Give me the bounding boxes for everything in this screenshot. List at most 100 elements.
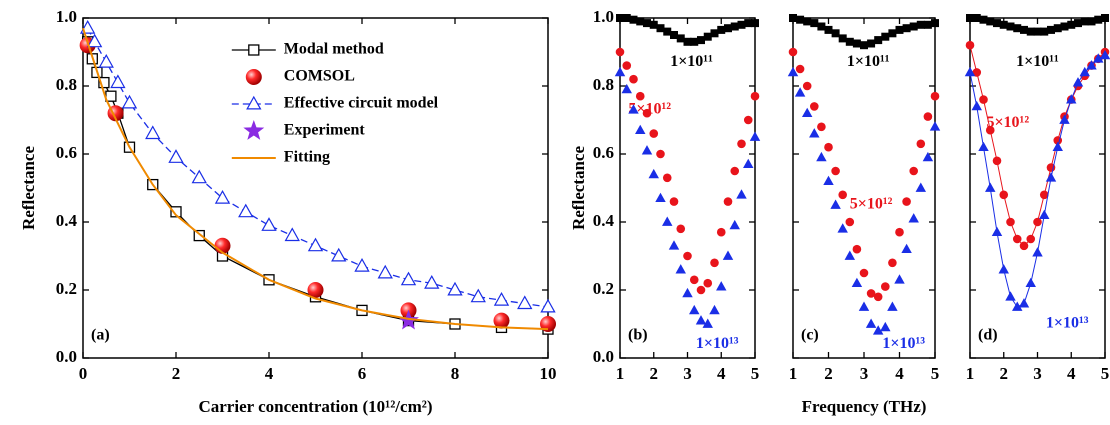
x-tick-label: 5 [1101, 364, 1110, 383]
marker [470, 288, 486, 303]
marker [690, 37, 699, 46]
x-tick-label: 4 [895, 364, 904, 383]
marker [824, 25, 833, 34]
marker [676, 224, 686, 234]
marker [709, 304, 720, 315]
x-tick-label: 2 [650, 364, 659, 383]
marker [999, 20, 1008, 29]
plot-frame [82, 17, 549, 359]
marker [908, 213, 919, 223]
panel-label: (c) [801, 327, 819, 344]
marker [895, 25, 904, 34]
marker [622, 61, 632, 70]
marker [888, 29, 897, 38]
marker [858, 301, 870, 311]
legend-label: Fitting [284, 149, 330, 166]
marker [859, 268, 869, 278]
x-tick-label: 5 [931, 364, 940, 383]
series-line [969, 54, 1106, 308]
x-tick-label: 4 [1067, 364, 1076, 383]
marker [1012, 234, 1022, 244]
marker [676, 34, 685, 43]
marker [1039, 190, 1049, 200]
y-tick-label: 0.8 [593, 75, 614, 94]
marker [622, 14, 631, 22]
x-tick-label: 2 [172, 364, 181, 383]
marker [817, 22, 826, 31]
marker [867, 39, 876, 48]
panel-label: (d) [978, 327, 998, 344]
marker [1087, 17, 1096, 26]
marker [400, 271, 417, 286]
marker [662, 173, 672, 183]
marker [824, 142, 833, 152]
marker [1072, 77, 1084, 87]
marker [817, 122, 826, 132]
marker [1079, 66, 1090, 77]
marker [98, 76, 110, 89]
marker [1099, 49, 1110, 60]
panel: 0 2 4 6 8 10 0.0 0.2 0.4 0.6 0.8 1.0 Reflectance Carr… [19, 7, 557, 416]
marker [284, 227, 300, 242]
legend-marker [246, 95, 262, 110]
legend-marker [243, 120, 265, 140]
legend-label: Modal method [284, 41, 384, 58]
marker [1013, 24, 1022, 33]
marker [669, 197, 679, 206]
marker [517, 295, 533, 310]
marker [801, 107, 813, 118]
series-label: 1×10¹¹ [670, 53, 713, 70]
marker [902, 197, 911, 206]
marker [751, 19, 759, 28]
x-tick-label: 3 [683, 364, 692, 383]
marker [656, 149, 665, 159]
marker [1012, 301, 1023, 311]
marker [121, 94, 138, 109]
marker [881, 32, 890, 41]
marker [716, 227, 726, 237]
marker [810, 102, 819, 111]
x-tick-label: 8 [451, 364, 460, 383]
marker [710, 258, 719, 268]
marker [860, 41, 868, 50]
marker [696, 285, 706, 295]
marker [689, 304, 700, 315]
y-tick-label: 0.2 [593, 279, 614, 298]
marker [866, 289, 876, 298]
marker [881, 282, 890, 291]
marker [675, 264, 686, 274]
marker [1080, 17, 1089, 26]
marker [1006, 22, 1015, 31]
marker [972, 14, 981, 22]
marker [1026, 27, 1035, 36]
marker [1005, 291, 1016, 301]
marker [931, 19, 939, 28]
marker [852, 39, 861, 48]
marker [852, 244, 862, 254]
x-tick-label: 4 [717, 364, 726, 383]
marker [1059, 114, 1070, 124]
marker [629, 15, 638, 24]
marker [823, 175, 834, 186]
marker [749, 131, 761, 141]
marker [909, 22, 918, 31]
marker [1074, 19, 1082, 28]
marker [493, 312, 510, 329]
y-tick-label: 0.0 [56, 347, 77, 366]
marker [1018, 298, 1030, 308]
marker [86, 33, 103, 48]
marker [909, 166, 918, 176]
marker [683, 37, 692, 46]
marker [737, 20, 746, 29]
marker [649, 129, 659, 138]
marker [1045, 172, 1057, 182]
marker [1025, 277, 1036, 288]
marker [915, 182, 927, 192]
marker [98, 53, 114, 68]
x-tick-label: 10 [540, 364, 557, 383]
x-tick-label: 1 [966, 364, 975, 383]
marker [978, 141, 989, 152]
y-tick-label: 0.4 [593, 211, 615, 230]
marker [923, 112, 933, 121]
marker [902, 24, 911, 33]
